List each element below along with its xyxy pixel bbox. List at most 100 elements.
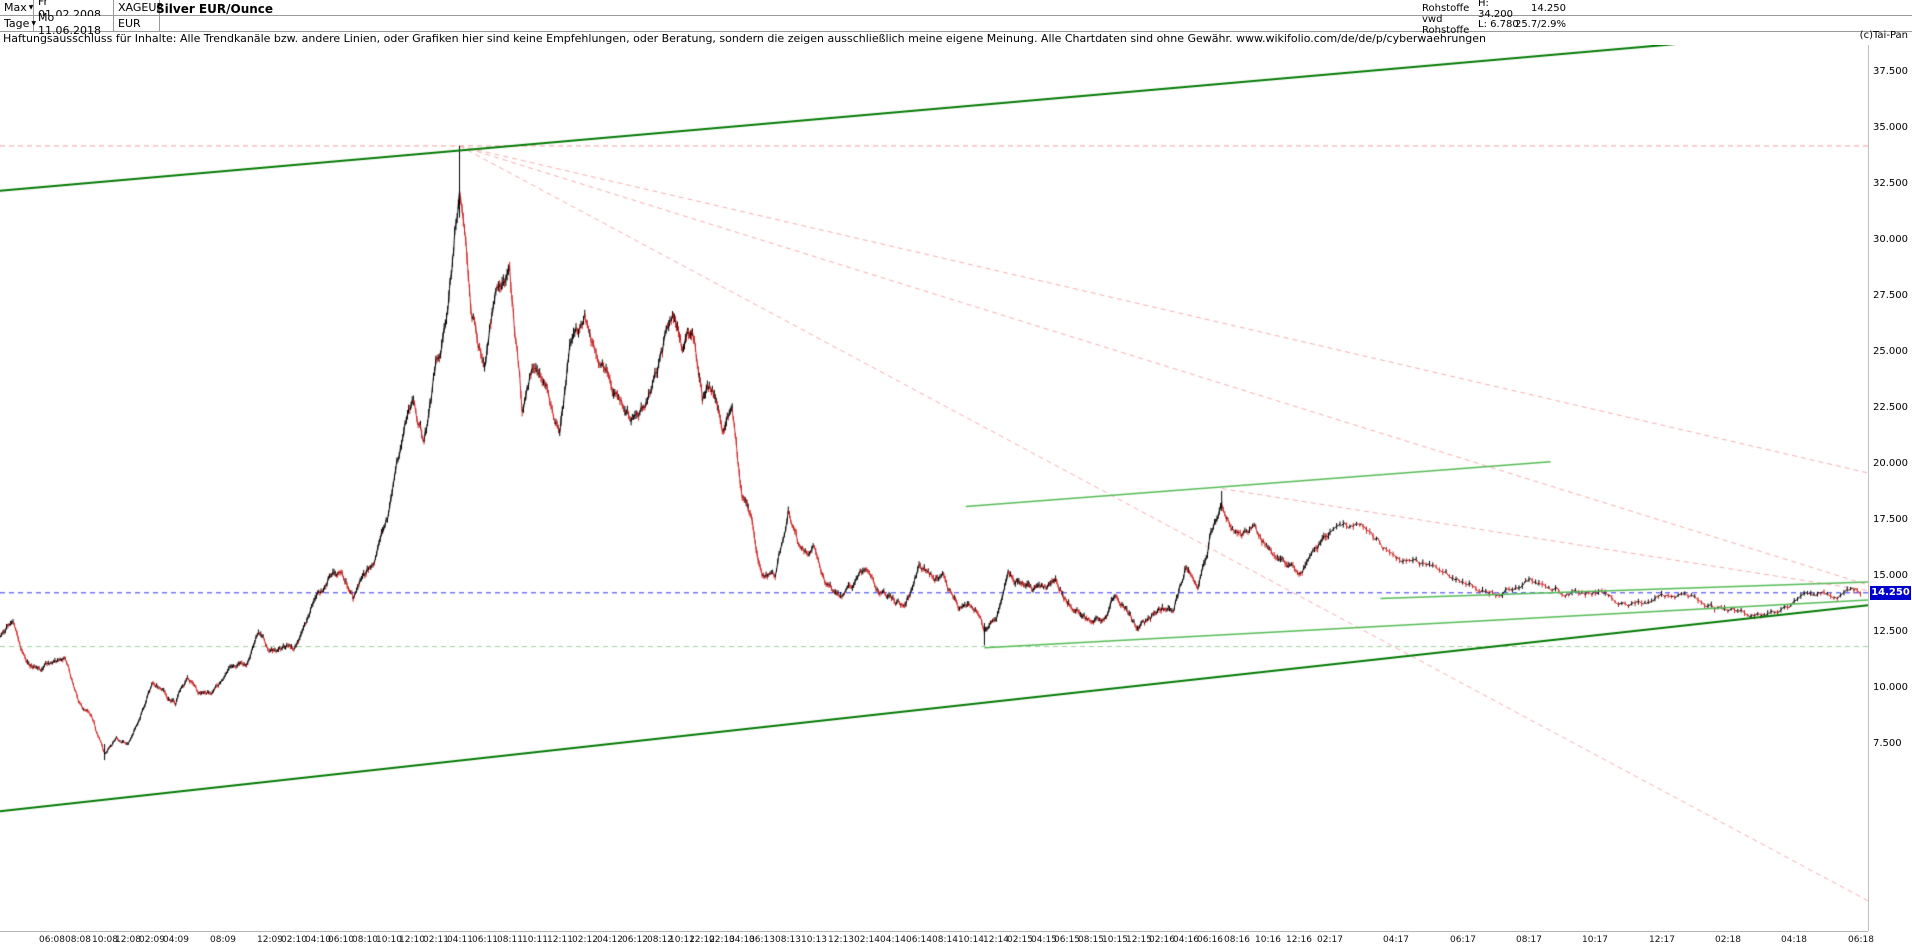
price-axis: 14.250 37.500 35.000 32.500 30.000 27.500 25.… [1868, 45, 1912, 931]
interval-selector-label[interactable]: Tage [4, 17, 30, 30]
date-axis-label: 02:16 [1149, 935, 1175, 945]
date-axis-label: 06:15 [1054, 935, 1080, 945]
date-axis-label: 12:09 [257, 935, 283, 945]
date-axis-label: 04:11 [447, 935, 473, 945]
date-axis-label: 10:13 [801, 935, 827, 945]
chart-title: Silver EUR/Ounce [156, 2, 274, 16]
date-axis-label: 06:14 [906, 935, 932, 945]
date-axis-label: 02:11 [423, 935, 449, 945]
low-label: L: 6.780 [1478, 19, 1519, 30]
date-axis-label: 08:16 [1224, 935, 1250, 945]
price-axis-label: 32.500 [1873, 178, 1908, 189]
date-axis-label: 08:08 [65, 935, 91, 945]
header-row-1: Max ▼ Fr 01.02.2008 XAGEUR [0, 0, 1912, 21]
date-axis-label: 06:10 [328, 935, 354, 945]
price-axis-label: 22.500 [1873, 402, 1908, 413]
date-axis-label: 04:13 [729, 935, 755, 945]
date-axis-label: 10:12 [669, 935, 695, 945]
date-axis-label: 12:16 [1286, 935, 1312, 945]
date-axis-label: 04:16 [1173, 935, 1199, 945]
copyright-label: (c)Tai-Pan [1859, 30, 1908, 41]
date-axis-label: 12:17 [1649, 935, 1675, 945]
date-axis-label: 08:15 [1078, 935, 1104, 945]
symbol-value[interactable]: XAGEUR [118, 1, 165, 14]
date-axis-label: 12:12 [689, 935, 715, 945]
last-value-label: 14.250 [1531, 3, 1566, 14]
date-axis-label: 10:14 [958, 935, 984, 945]
category-label: Rohstoffe [1422, 3, 1470, 14]
date-axis-label: 04:12 [597, 935, 623, 945]
date-axis-label: 10:16 [1255, 935, 1281, 945]
date-axis-label: 04:18 [1781, 935, 1807, 945]
interval-selector[interactable]: Tage ▼ [0, 16, 37, 31]
date-axis-label: 02:09 [139, 935, 165, 945]
date-axis-label: 04:17 [1383, 935, 1409, 945]
price-axis-label: 15.000 [1873, 570, 1908, 581]
date-axis-label: 04:15 [1031, 935, 1057, 945]
period-selector[interactable]: Max ▼ [0, 0, 34, 15]
date-axis-label: 12:14 [983, 935, 1009, 945]
date-axis-label: 08:10 [352, 935, 378, 945]
date-axis-label: 10:08 [92, 935, 118, 945]
change-stats-label: 25.7/2.9% [1514, 19, 1566, 30]
price-axis-label: 12.500 [1873, 626, 1908, 637]
date-axis-label: 02:15 [1007, 935, 1033, 945]
provider-label: vwd Rohstoffe [1422, 13, 1470, 36]
date-axis-label: 02:17 [1317, 935, 1343, 945]
header-row-2: Tage ▼ Mo 11.06.2018 EUR [0, 11, 1912, 37]
current-price-marker: 14.250 [1870, 586, 1911, 600]
date-axis-label: 04:14 [880, 935, 906, 945]
date-axis-label: 12:15 [1126, 935, 1152, 945]
end-date-value[interactable]: Mo 11.06.2018 [38, 10, 101, 37]
price-axis-label: 25.000 [1873, 346, 1908, 357]
date-axis-label: 04:10 [305, 935, 331, 945]
disclaimer-text: Haftungsausschluss für Inhalte: Alle Tre… [3, 32, 1487, 45]
date-axis-label: 08:09 [210, 935, 236, 945]
date-axis-label: 10:11 [522, 935, 548, 945]
price-chart-canvas[interactable] [0, 45, 1868, 931]
price-axis-label: 20.000 [1873, 458, 1908, 469]
date-axis-label: 12:13 [828, 935, 854, 945]
price-axis-label: 27.500 [1873, 290, 1908, 301]
price-axis-label: 35.000 [1873, 122, 1908, 133]
price-axis-label: 30.000 [1873, 234, 1908, 245]
date-axis-label: 06:17 [1450, 935, 1476, 945]
date-axis-label: 02:14 [854, 935, 880, 945]
date-axis-label: 06:13 [749, 935, 775, 945]
date-axis-label: 12:08 [115, 935, 141, 945]
date-axis-label: 06:18 [1848, 935, 1874, 945]
date-axis-label: 10:10 [376, 935, 402, 945]
dropdown-arrow-icon[interactable]: ▼ [28, 3, 34, 11]
date-axis-label: 08:17 [1516, 935, 1542, 945]
date-axis-label: 12:11 [547, 935, 573, 945]
price-axis-label: 37.500 [1873, 66, 1908, 77]
date-axis-label: 02:10 [281, 935, 307, 945]
symbol-field[interactable]: XAGEUR [114, 0, 164, 15]
currency-field: EUR [114, 16, 160, 31]
date-axis-label: 06:11 [472, 935, 498, 945]
price-axis-label: 10.000 [1873, 682, 1908, 693]
date-axis-label: 06:08 [39, 935, 65, 945]
price-axis-label: 17.500 [1873, 514, 1908, 525]
date-axis-label: 04:09 [163, 935, 189, 945]
date-axis-label: 12:10 [399, 935, 425, 945]
date-axis-label: 02:13 [709, 935, 735, 945]
date-axis-label: 08:11 [497, 935, 523, 945]
date-axis-label: 08:13 [775, 935, 801, 945]
date-axis: 06:08 08:08 10:08 12:08 02:09 04:09 08:09 12:09… [0, 931, 1874, 952]
date-axis-label: 02:12 [572, 935, 598, 945]
date-axis-label: 02:18 [1715, 935, 1741, 945]
date-axis-label: 08:14 [932, 935, 958, 945]
currency-value: EUR [118, 17, 141, 30]
end-date-field[interactable]: Mo 11.06.2018 [34, 11, 114, 37]
period-selector-label[interactable]: Max [4, 1, 27, 14]
date-axis-label: 06:12 [622, 935, 648, 945]
date-axis-label: 08:12 [647, 935, 673, 945]
price-axis-label: 7.500 [1873, 738, 1902, 749]
date-axis-label: 06:16 [1197, 935, 1223, 945]
date-axis-label: 10:15 [1102, 935, 1128, 945]
dropdown-arrow-icon[interactable]: ▼ [31, 19, 37, 27]
date-axis-label: 10:17 [1582, 935, 1608, 945]
high-label: H: 34.200 [1478, 0, 1513, 20]
